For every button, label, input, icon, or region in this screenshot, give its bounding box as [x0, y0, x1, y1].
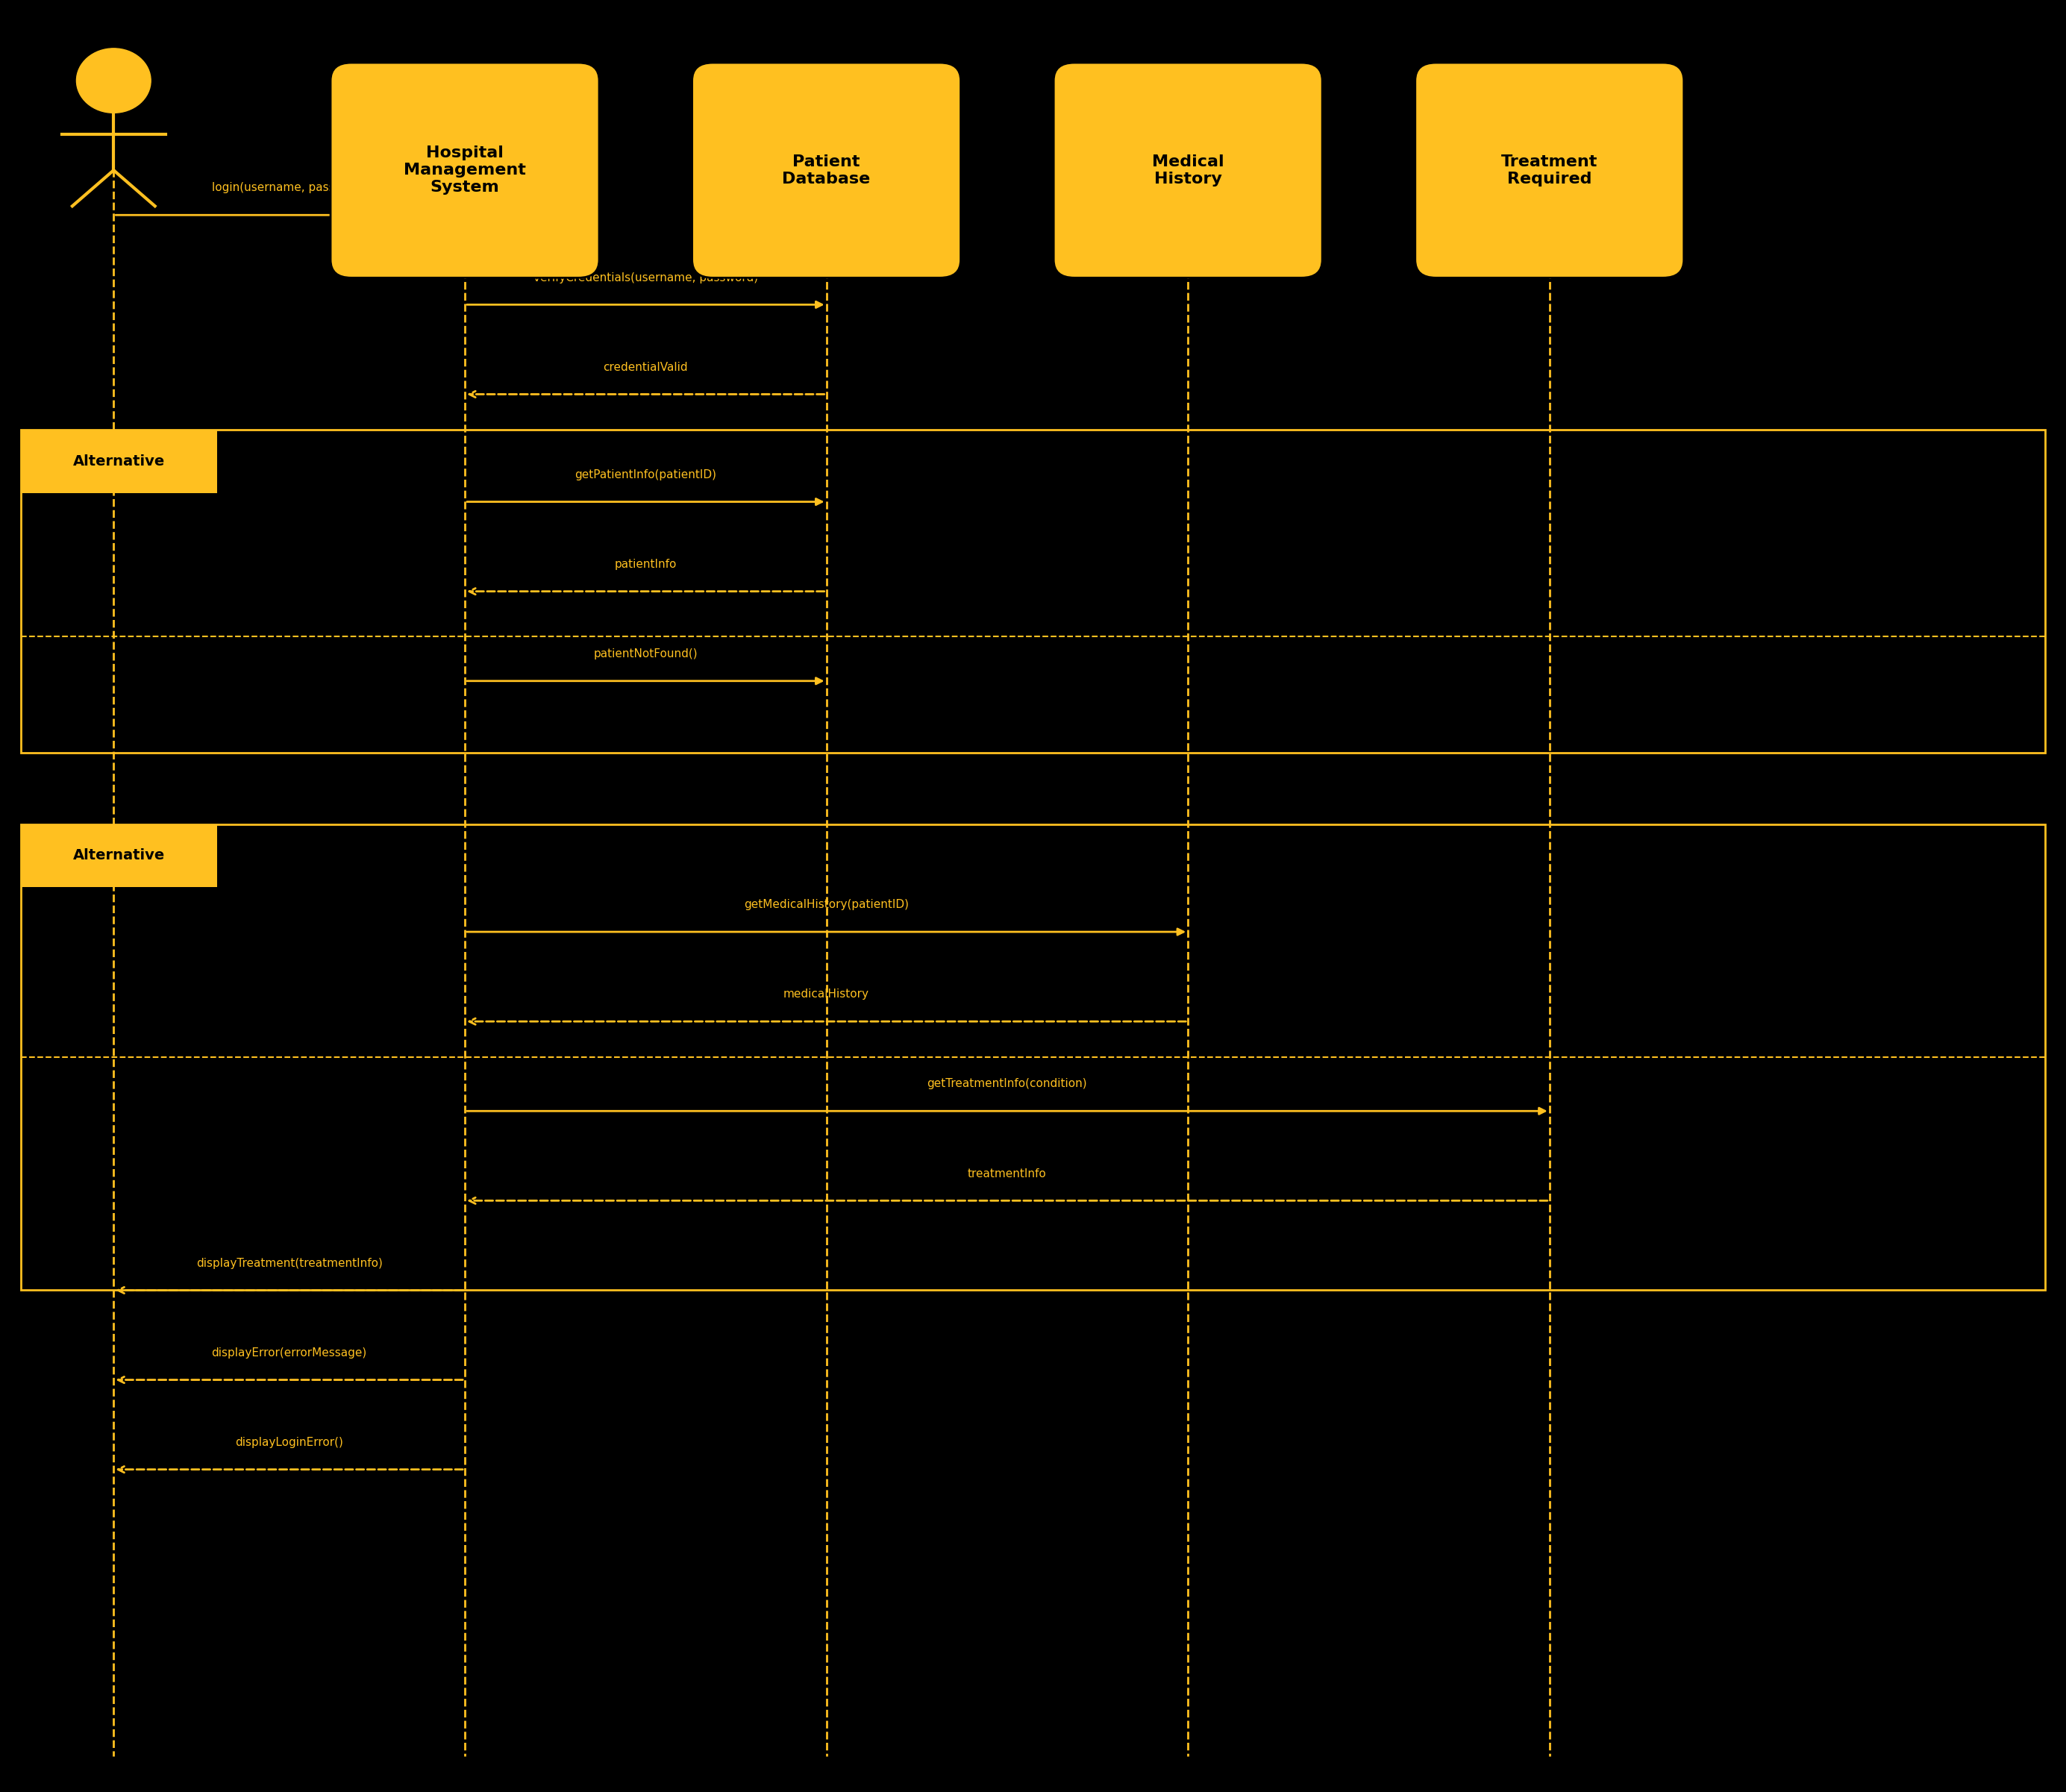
FancyBboxPatch shape [692, 63, 961, 278]
Text: displayTreatment(treatmentInfo): displayTreatment(treatmentInfo) [196, 1258, 382, 1269]
Text: Hospital
Management
System: Hospital Management System [403, 145, 527, 195]
Bar [21, 430, 2045, 753]
Text: login(username, password): login(username, password) [211, 183, 368, 194]
Text: credentialValid: credentialValid [603, 362, 688, 373]
Text: verifyCredentials(username, password): verifyCredentials(username, password) [533, 272, 758, 283]
Text: Alternative: Alternative [72, 455, 165, 468]
Text: patientInfo: patientInfo [614, 559, 678, 570]
Bar [21, 430, 217, 493]
Bar [21, 824, 217, 887]
FancyBboxPatch shape [1415, 63, 1684, 278]
Circle shape [76, 48, 151, 113]
Text: patientNotFound(): patientNotFound() [593, 649, 698, 659]
Bar [21, 824, 2045, 1290]
Text: Alternative: Alternative [72, 849, 165, 862]
Text: displayLoginError(): displayLoginError() [236, 1437, 343, 1448]
Text: treatmentInfo: treatmentInfo [967, 1168, 1047, 1179]
Text: medicalHistory: medicalHistory [783, 989, 870, 1000]
Text: Treatment
Required: Treatment Required [1502, 154, 1597, 186]
Text: getPatientInfo(patientID): getPatientInfo(patientID) [574, 470, 717, 480]
Text: getMedicalHistory(patientID): getMedicalHistory(patientID) [744, 900, 909, 910]
Text: getTreatmentInfo(condition): getTreatmentInfo(condition) [928, 1079, 1087, 1090]
Text: Medical
History: Medical History [1153, 154, 1223, 186]
FancyBboxPatch shape [1054, 63, 1322, 278]
Text: Patient
Database: Patient Database [783, 154, 870, 186]
FancyBboxPatch shape [331, 63, 599, 278]
Text: displayError(errorMessage): displayError(errorMessage) [211, 1348, 368, 1358]
